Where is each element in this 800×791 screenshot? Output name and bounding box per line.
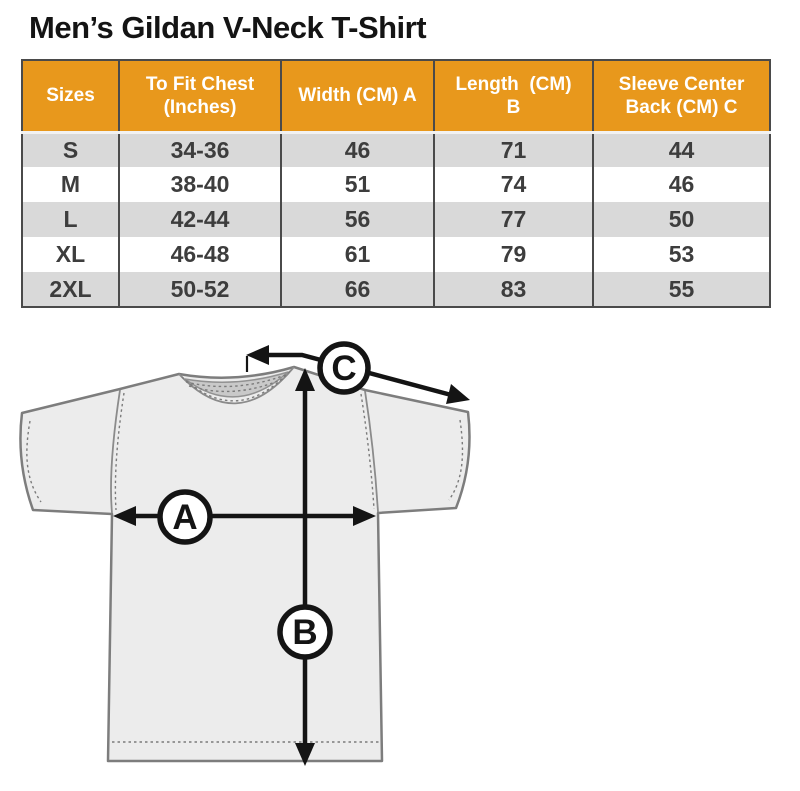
table-row: L 42-44 56 77 50 [22,202,770,237]
column-header: Sleeve Center Back (CM) C [592,60,770,134]
size-cell: L [22,202,119,237]
armhole-seam-right [364,390,379,513]
collar-stitch-back-1 [185,373,289,388]
size-cell: 50 [592,202,770,237]
table-row: XL 46-48 61 79 53 [22,237,770,272]
size-table-header: Sizes To Fit Chest (Inches) Width (CM) A Le… [22,60,770,134]
arrowhead-c-right [446,384,470,404]
table-row: M 38-40 51 74 46 [22,167,770,202]
size-cell: 42-44 [118,202,281,237]
size-cell: 38-40 [118,167,281,202]
measure-label-a: A [172,498,197,537]
arrowhead-a-left [113,506,136,526]
size-cell: 46 [280,132,434,167]
column-header: Sizes [22,60,119,134]
size-cell: 79 [433,237,593,272]
size-cell: 66 [280,272,434,307]
size-cell: 74 [433,167,593,202]
header-row: Sizes To Fit Chest (Inches) Width (CM) A Le… [22,60,770,134]
size-cell: 77 [433,202,593,237]
size-cell: 44 [592,132,770,167]
size-cell: 50-52 [118,272,281,307]
armhole-seam-left [110,389,121,514]
size-cell: S [22,132,119,167]
size-cell: 2XL [22,272,119,307]
table-row: S 34-36 46 71 44 [22,132,770,167]
column-header: Length (CM) B [433,60,593,134]
size-cell: 56 [280,202,434,237]
collar-stitch-front [181,369,292,402]
size-cell: M [22,167,119,202]
tshirt-body [19,365,471,763]
collar-outer-seam [178,366,295,405]
cuff-stitch-left [26,420,42,503]
size-cell: 34-36 [118,132,281,167]
size-cell: 61 [280,237,434,272]
size-cell: XL [22,237,119,272]
size-cell: 53 [592,237,770,272]
column-header: To Fit Chest (Inches) [118,60,281,134]
size-cell: 51 [280,167,434,202]
measure-circle-b [277,604,333,660]
size-cell: 46-48 [118,237,281,272]
size-table-body: S 34-36 46 71 44 M 38-40 51 74 46 L 42-44 56 77 50 XL 46… [22,132,770,307]
size-cell: 55 [592,272,770,307]
size-cell: 71 [433,132,593,167]
arrowhead-b-bottom [295,743,315,766]
measure-label-b: B [292,613,317,652]
size-table: Sizes To Fit Chest (Inches) Width (CM) A Le… [21,59,771,308]
measure-circle-a [157,489,213,545]
size-cell: 46 [592,167,770,202]
column-header: Width (CM) A [280,60,434,134]
measure-label-c: C [331,349,356,388]
arrowhead-b-top [295,368,315,391]
page-title: Men’s Gildan V-Neck T-Shirt [29,10,427,45]
cuff-stitch-right [448,419,464,501]
armhole-stitch-left [114,392,125,511]
arrowhead-a-right [353,506,376,526]
arrowhead-c-left [246,345,269,365]
table-row: 2XL 50-52 66 83 55 [22,272,770,307]
size-cell: 83 [433,272,593,307]
armhole-stitch-right [360,393,375,510]
measure-circle-c [317,341,371,395]
